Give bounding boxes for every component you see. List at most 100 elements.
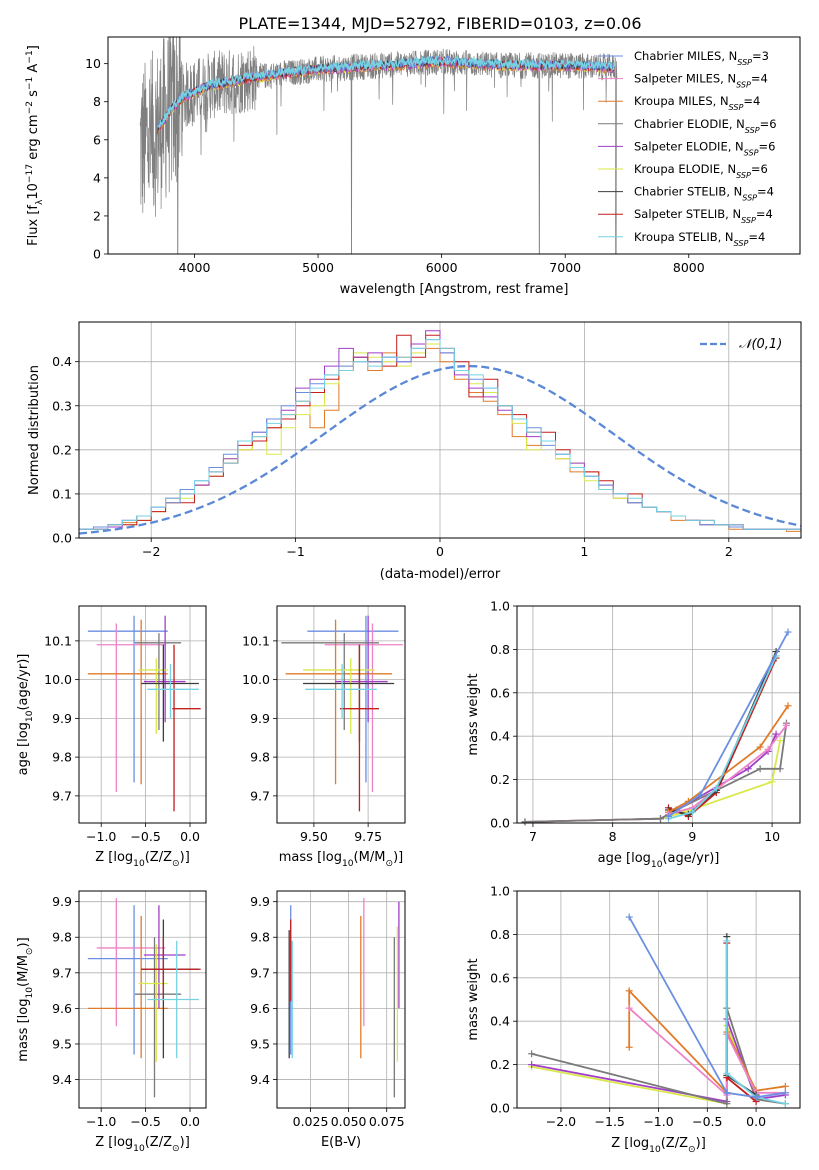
legend-label-part: Salpeter MILES, N (634, 72, 736, 86)
x-tick-label: −1 (286, 544, 304, 559)
x-tick-label: 9.75 (354, 829, 382, 844)
x-tick-label: 9.50 (300, 829, 328, 844)
x-tick-label: 8 (609, 829, 617, 844)
x-tick-label: 8000 (673, 260, 705, 275)
weight-line-km (668, 705, 789, 813)
weight-line-cm (667, 631, 789, 818)
legend-label-part: =3 (752, 49, 769, 63)
x-tick-label: 9 (688, 829, 696, 844)
weight-line-cm (628, 916, 786, 1099)
legend-label-part: =6 (751, 162, 768, 176)
weight-age-axes: 7 8 9 10 0.0 0.2 0.4 0.6 0.8 1.0 (490, 599, 800, 844)
y-tick-label: 0.0 (52, 531, 72, 546)
ylabel-part: 10 (26, 183, 41, 200)
age-mass-frame (276, 605, 406, 824)
age-mass-xlabel-part: )] (393, 850, 403, 865)
y-tick-label: 9.5 (250, 1036, 270, 1051)
weight-age-frame (516, 605, 801, 824)
legend-label-se: Salpeter ELODIE, NSSP=6 (634, 139, 775, 157)
y-tick-label: 10.0 (242, 672, 270, 687)
y-tick-label: 9.9 (250, 711, 270, 726)
mass-EBV-frame (276, 890, 406, 1109)
y-tick-label: 9.7 (250, 788, 270, 803)
age-Z-xlabel-part: (Z/Z (145, 850, 172, 865)
observed-spectrum-line (139, 37, 618, 254)
age-mass-xlabel-part: ⊙ (385, 859, 393, 869)
y-tick-label: 0.0 (490, 1101, 510, 1116)
x-tick-label: 0.025 (293, 1114, 329, 1129)
mass-Z-frame (78, 890, 207, 1109)
y-tick-label: 9.9 (52, 894, 72, 909)
y-tick-label: 9.7 (52, 788, 72, 803)
mass-Z-ylabel-part: 10 (25, 987, 35, 999)
legend-label-part: SSP (736, 80, 751, 89)
x-tick-label: 7000 (549, 260, 581, 275)
weight-line-ss (668, 657, 777, 818)
legend-label-km: Kroupa MILES, NSSP=4 (634, 94, 760, 112)
mass-Z-xlabel-part: ⊙ (172, 1144, 180, 1154)
legend-label-part: SSP (737, 58, 752, 67)
x-tick-label: 0.075 (369, 1114, 405, 1129)
y-tick-label: 0 (93, 247, 101, 262)
weight-age-xlabel: age [log10(age/yr)] (598, 851, 720, 870)
mass-Z-xlabel-part: 10 (133, 1144, 145, 1154)
y-tick-label: 9.7 (250, 965, 270, 980)
legend-label-sm: Salpeter MILES, NSSP=4 (634, 72, 768, 90)
age-mass-xlabel-part: (M/M (354, 850, 386, 865)
age-Z-axes: −1.0 −0.5 0.0 9.7 9.8 9.9 10.0 10.1 (44, 606, 206, 844)
legend-label-part: Chabrier MILES, N (634, 49, 737, 63)
y-tick-label: 0.6 (490, 685, 510, 700)
ylabel-part: −1 (25, 77, 35, 90)
age-Z-frame (78, 605, 207, 824)
ylabel-part: ] (26, 45, 41, 50)
y-tick-label: 0.6 (490, 970, 510, 985)
weight-Z-xlabel-part: )] (696, 1136, 706, 1151)
legend-label-part: Salpeter ELODIE, N (634, 139, 744, 153)
y-tick-label: 0.1 (52, 486, 72, 501)
legend-label-part: SSP (744, 148, 759, 157)
legend-label-ss: Salpeter STELIB, NSSP=4 (634, 207, 773, 225)
y-tick-label: 9.4 (250, 1072, 270, 1087)
ylabel-part: s (26, 90, 41, 101)
y-tick-label: 10.1 (44, 633, 72, 648)
weight-line-ke (524, 740, 781, 823)
residuals-ylabel: Normed distribution (27, 365, 42, 495)
weight-age-xlabel-part: age [log (598, 851, 651, 866)
legend-label-ke: Kroupa ELODIE, NSSP=6 (634, 162, 768, 180)
mass-Z-ylabel-part: (M/M (16, 955, 31, 987)
y-tick-label: 0.4 (490, 729, 510, 744)
weight-age-xlabel-part: (age/yr)] (662, 851, 719, 866)
x-tick-label: 0.0 (180, 1114, 200, 1129)
y-tick-label: 1.0 (490, 884, 510, 899)
age-mass-xlabel: mass [log10(M/M⊙)] (279, 850, 403, 869)
y-tick-label: 9.6 (250, 1001, 270, 1016)
legend-label-part: SSP (734, 238, 749, 247)
y-tick-label: 0.3 (52, 398, 72, 413)
mass-Z-axes: −1.0 −0.5 0.0 9.4 9.5 9.6 9.7 9.8 9.9 (52, 891, 206, 1129)
ylabel-part: λ (35, 199, 45, 205)
weight-line-ks (725, 940, 786, 1105)
legend-label-part: Kroupa MILES, N (634, 94, 729, 108)
x-tick-label: 6000 (426, 260, 458, 275)
legend-label-part: Kroupa STELIB, N (634, 230, 734, 244)
y-tick-label: 8 (93, 94, 101, 109)
age-mass-xlabel-part: mass [log (279, 850, 342, 865)
x-tick-label: 0.050 (331, 1114, 367, 1129)
y-tick-label: 0.4 (52, 354, 72, 369)
y-tick-label: 4 (93, 170, 101, 185)
age-Z-ylabel-part: age [log (16, 722, 31, 775)
spectrum-xlabel: wavelength [Angstrom, rest frame] (340, 282, 569, 297)
mass-Z-xlabel-part: (Z/Z (145, 1135, 172, 1150)
weight-line-ce (524, 723, 788, 823)
x-tick-label: 0.0 (180, 829, 200, 844)
weight-line-sm (668, 724, 788, 816)
x-tick-label: −1.0 (643, 1114, 673, 1129)
legend-label-part: Chabrier ELODIE, N (634, 117, 745, 131)
y-tick-label: 9.8 (52, 750, 72, 765)
legend-label-part: SSP (729, 103, 744, 112)
spectrum-frame (107, 36, 801, 255)
mass-Z-xlabel: Z [log10(Z/Z⊙)] (95, 1135, 190, 1154)
legend-label-cm: Chabrier MILES, NSSP=3 (634, 49, 769, 67)
y-tick-label: 0.8 (490, 927, 510, 942)
